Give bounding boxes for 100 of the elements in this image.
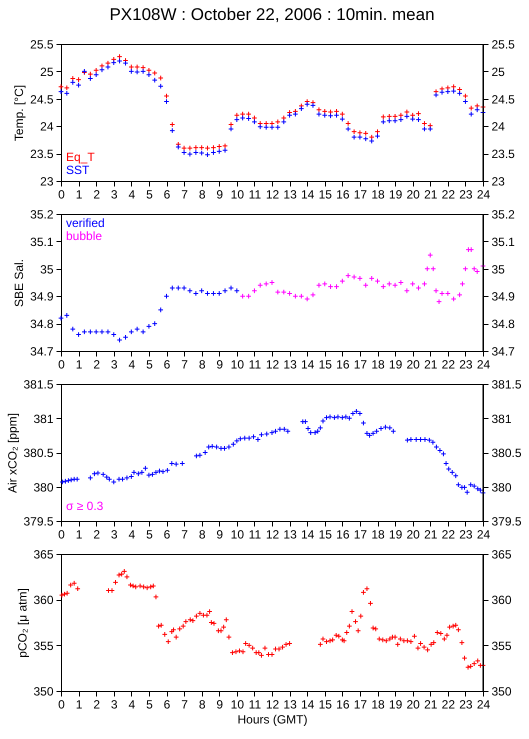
x-tick-label: 5 bbox=[146, 698, 154, 712]
x-tick-label: 7 bbox=[181, 188, 188, 202]
y2-tick-label: 24 bbox=[492, 120, 506, 134]
x-tick-label: 9 bbox=[216, 188, 224, 202]
x-tick-label: 8 bbox=[198, 188, 206, 202]
x-tick-label: 16 bbox=[336, 698, 350, 712]
x-tick-label: 11 bbox=[248, 698, 262, 712]
x-tick-label: 13 bbox=[283, 188, 298, 202]
x-tick-label: 16 bbox=[336, 188, 350, 202]
x-tick-label: 3 bbox=[110, 528, 118, 542]
y-axis-title: SBE Sal. bbox=[12, 258, 26, 308]
y-tick-label: 24.5 bbox=[30, 92, 54, 106]
x-tick-label: 17 bbox=[354, 528, 368, 542]
x-tick-label: 7 bbox=[181, 528, 188, 542]
x-tick-label: 8 bbox=[198, 528, 206, 542]
x-tick-label: 13 bbox=[283, 698, 298, 712]
x-tick-label: 10 bbox=[230, 188, 244, 202]
y2-tick-label: 381 bbox=[492, 412, 512, 426]
x-tick-label: 20 bbox=[406, 358, 420, 372]
y-tick-label: 25.5 bbox=[30, 38, 54, 52]
x-tick-label: 2 bbox=[93, 358, 100, 372]
y2-tick-label: 23.5 bbox=[492, 147, 516, 162]
x-tick-label: 9 bbox=[216, 358, 224, 372]
y2-tick-label: 25 bbox=[492, 64, 506, 79]
x-tick-label: 10 bbox=[230, 698, 244, 712]
y-tick-label: 379.5 bbox=[23, 514, 54, 528]
x-tick-label: 24 bbox=[476, 188, 490, 202]
y-tick-label: 23 bbox=[40, 174, 54, 188]
x-tick-label: 20 bbox=[406, 528, 420, 542]
y2-tick-label: 35.2 bbox=[492, 208, 516, 222]
y-tick-label: 35 bbox=[40, 262, 54, 276]
y2-tick-label: 35 bbox=[492, 262, 506, 276]
x-tick-label: 14 bbox=[300, 188, 315, 202]
x-tick-label: 10 bbox=[230, 358, 244, 372]
x-tick-label: 20 bbox=[406, 188, 420, 202]
y2-tick-label: 380.5 bbox=[492, 446, 522, 460]
x-tick-label: 18 bbox=[371, 528, 385, 542]
x-tick-label: 5 bbox=[146, 188, 154, 202]
x-tick-label: 14 bbox=[300, 528, 315, 542]
x-tick-label: 6 bbox=[164, 528, 171, 542]
y-tick-label: 360 bbox=[33, 593, 54, 608]
y2-tick-label: 34.8 bbox=[492, 317, 516, 332]
text: Eq_T bbox=[66, 150, 96, 164]
x-tick-label: 23 bbox=[459, 528, 473, 542]
x-tick-label: 17 bbox=[354, 698, 368, 712]
y2-tick-label: 360 bbox=[492, 593, 512, 608]
x-tick-label: 14 bbox=[300, 358, 315, 372]
x-tick-label: 3 bbox=[110, 358, 118, 372]
x-tick-label: 4 bbox=[128, 528, 136, 542]
y-tick-label: 34.8 bbox=[30, 317, 54, 332]
x-tick-label: 15 bbox=[318, 188, 332, 202]
x-tick-label: 11 bbox=[248, 358, 262, 372]
x-tick-label: 21 bbox=[424, 528, 438, 542]
text: verified bbox=[66, 216, 105, 230]
x-tick-label: 3 bbox=[110, 188, 118, 202]
x-tick-label: 6 bbox=[164, 358, 171, 372]
y-tick-label: 24 bbox=[40, 120, 54, 134]
y2-tick-label: 355 bbox=[492, 638, 512, 653]
y2-tick-label: 365 bbox=[492, 548, 512, 562]
x-tick-label: 7 bbox=[181, 358, 188, 372]
x-tick-label: 4 bbox=[128, 188, 136, 202]
x-axis-title: Hours (GMT) bbox=[238, 712, 308, 726]
x-tick-label: 19 bbox=[388, 188, 403, 202]
y-tick-label: 25 bbox=[40, 64, 54, 79]
x-tick-label: 10 bbox=[230, 528, 244, 542]
x-tick-label: 9 bbox=[216, 528, 224, 542]
x-tick-label: 15 bbox=[318, 698, 332, 712]
x-tick-label: 24 bbox=[476, 528, 490, 542]
y-tick-label: 380 bbox=[33, 480, 54, 494]
x-tick-label: 4 bbox=[128, 358, 136, 372]
x-tick-label: 18 bbox=[371, 188, 385, 202]
x-tick-label: 23 bbox=[459, 358, 473, 372]
x-tick-label: 24 bbox=[476, 358, 490, 372]
x-tick-label: 15 bbox=[318, 358, 332, 372]
x-tick-label: 11 bbox=[248, 188, 262, 202]
x-tick-label: 2 bbox=[93, 698, 100, 712]
x-tick-label: 21 bbox=[424, 358, 438, 372]
y2-tick-label: 381.5 bbox=[492, 378, 522, 392]
x-tick-label: 0 bbox=[58, 358, 66, 372]
y-tick-label: 350 bbox=[33, 684, 54, 698]
x-tick-label: 7 bbox=[181, 698, 188, 712]
y-tick-label: 34.9 bbox=[30, 290, 54, 304]
x-tick-label: 8 bbox=[198, 358, 206, 372]
x-tick-label: 19 bbox=[388, 358, 403, 372]
y-tick-label: 381.5 bbox=[23, 378, 54, 392]
y-axis-title: Temp. [°C] bbox=[12, 84, 26, 142]
y2-tick-label: 379.5 bbox=[492, 514, 522, 528]
x-tick-label: 4 bbox=[128, 698, 136, 712]
y-tick-label: 35.2 bbox=[30, 208, 54, 222]
x-tick-label: 23 bbox=[459, 188, 473, 202]
x-tick-label: 23 bbox=[459, 698, 473, 712]
x-tick-label: 1 bbox=[76, 358, 83, 372]
x-tick-label: 2 bbox=[93, 188, 100, 202]
x-tick-label: 11 bbox=[248, 528, 262, 542]
x-tick-label: 2 bbox=[93, 528, 100, 542]
x-tick-label: 1 bbox=[76, 698, 83, 712]
x-tick-label: 1 bbox=[76, 528, 83, 542]
x-tick-label: 21 bbox=[424, 188, 438, 202]
y2-tick-label: 23 bbox=[492, 174, 506, 188]
x-tick-label: 13 bbox=[283, 358, 298, 372]
